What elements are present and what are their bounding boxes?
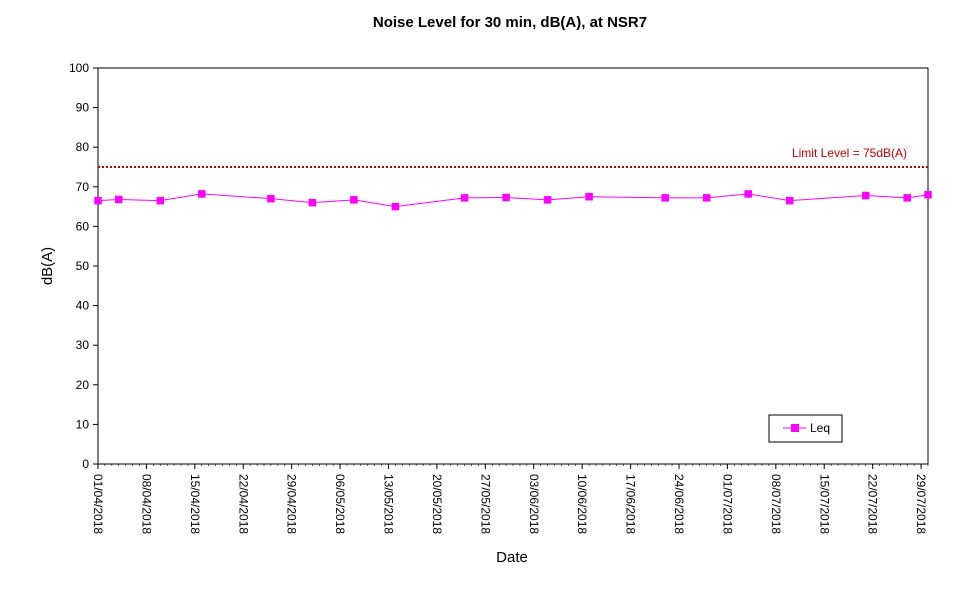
x-tick-label-6: 13/05/2018 bbox=[382, 474, 396, 534]
data-point-0-8 bbox=[460, 194, 469, 202]
x-tick-label-5: 06/05/2018 bbox=[333, 474, 347, 534]
x-tick-label-11: 17/06/2018 bbox=[624, 474, 638, 534]
data-point-0-5 bbox=[308, 198, 317, 207]
chart-title: Noise Level for 30 min, dB(A), at NSR7 bbox=[373, 14, 647, 31]
y-tick-label-1: 10 bbox=[76, 417, 90, 431]
data-point-0-9 bbox=[502, 193, 510, 202]
data-point-0-3 bbox=[198, 190, 206, 198]
x-tick-label-10: 10/06/2018 bbox=[575, 474, 589, 534]
data-point-0-4 bbox=[267, 194, 275, 203]
y-tick-label-2: 20 bbox=[76, 378, 90, 392]
data-point-0-0 bbox=[94, 196, 102, 205]
legend: Leq bbox=[768, 414, 843, 443]
data-point-0-13 bbox=[702, 194, 711, 202]
data-point-0-6 bbox=[350, 196, 358, 204]
x-tick-label-4: 29/04/2018 bbox=[285, 474, 299, 534]
y-tick-label-5: 50 bbox=[76, 259, 90, 273]
x-tick-label-13: 01/07/2018 bbox=[720, 474, 734, 534]
x-tick-label-14: 08/07/2018 bbox=[769, 474, 783, 534]
series-leq bbox=[94, 190, 932, 211]
y-tick-label-4: 40 bbox=[76, 299, 90, 313]
x-tick-label-16: 22/07/2018 bbox=[866, 474, 880, 534]
y-tick-label-3: 30 bbox=[76, 338, 90, 352]
y-tick-label-10: 100 bbox=[69, 61, 89, 75]
y-tick-label-0: 0 bbox=[82, 457, 89, 471]
data-point-0-11 bbox=[585, 192, 593, 201]
legend-label-leq: Leq bbox=[810, 421, 830, 435]
x-tick-label-15: 15/07/2018 bbox=[817, 474, 831, 534]
x-tick-label-7: 20/05/2018 bbox=[430, 474, 444, 534]
y-tick-label-7: 70 bbox=[76, 180, 90, 194]
data-point-0-7 bbox=[391, 202, 400, 211]
y-axis: 0 10 20 30 40 50 60 70 80 90 100 bbox=[69, 61, 98, 471]
data-point-0-17 bbox=[903, 194, 911, 202]
legend-marker-leq bbox=[791, 424, 799, 432]
x-tick-label-12: 24/06/2018 bbox=[672, 474, 686, 534]
limit-level-label: Limit Level = 75dB(A) bbox=[792, 146, 907, 160]
x-tick-label-0: 01/04/2018 bbox=[91, 474, 105, 534]
x-tick-label-8: 27/05/2018 bbox=[478, 474, 492, 534]
data-point-0-12 bbox=[661, 194, 669, 202]
data-point-0-18 bbox=[924, 190, 932, 199]
limit-level-group: Limit Level = 75dB(A) bbox=[98, 146, 928, 168]
plot-area bbox=[97, 67, 929, 465]
x-tick-label-3: 22/04/2018 bbox=[236, 474, 250, 534]
y-tick-label-9: 90 bbox=[76, 101, 90, 115]
data-point-0-14 bbox=[744, 190, 752, 198]
data-point-0-1 bbox=[115, 195, 123, 204]
x-tick-label-17: 29/07/2018 bbox=[914, 474, 928, 534]
x-tick-label-2: 15/04/2018 bbox=[188, 474, 202, 534]
y-tick-label-6: 60 bbox=[76, 219, 90, 233]
data-point-0-15 bbox=[785, 196, 794, 205]
data-point-0-10 bbox=[543, 196, 552, 204]
x-tick-label-9: 03/06/2018 bbox=[527, 474, 541, 534]
x-axis: 01/04/2018 08/04/2018 15/04/2018 22/04/2018… bbox=[91, 464, 929, 534]
data-point-0-16 bbox=[862, 191, 870, 200]
y-tick-label-8: 80 bbox=[76, 140, 90, 154]
y-axis-title: dB(A) bbox=[39, 247, 56, 285]
x-axis-title: Date bbox=[496, 549, 528, 566]
x-tick-label-1: 08/04/2018 bbox=[139, 474, 153, 534]
data-point-0-2 bbox=[156, 196, 164, 205]
